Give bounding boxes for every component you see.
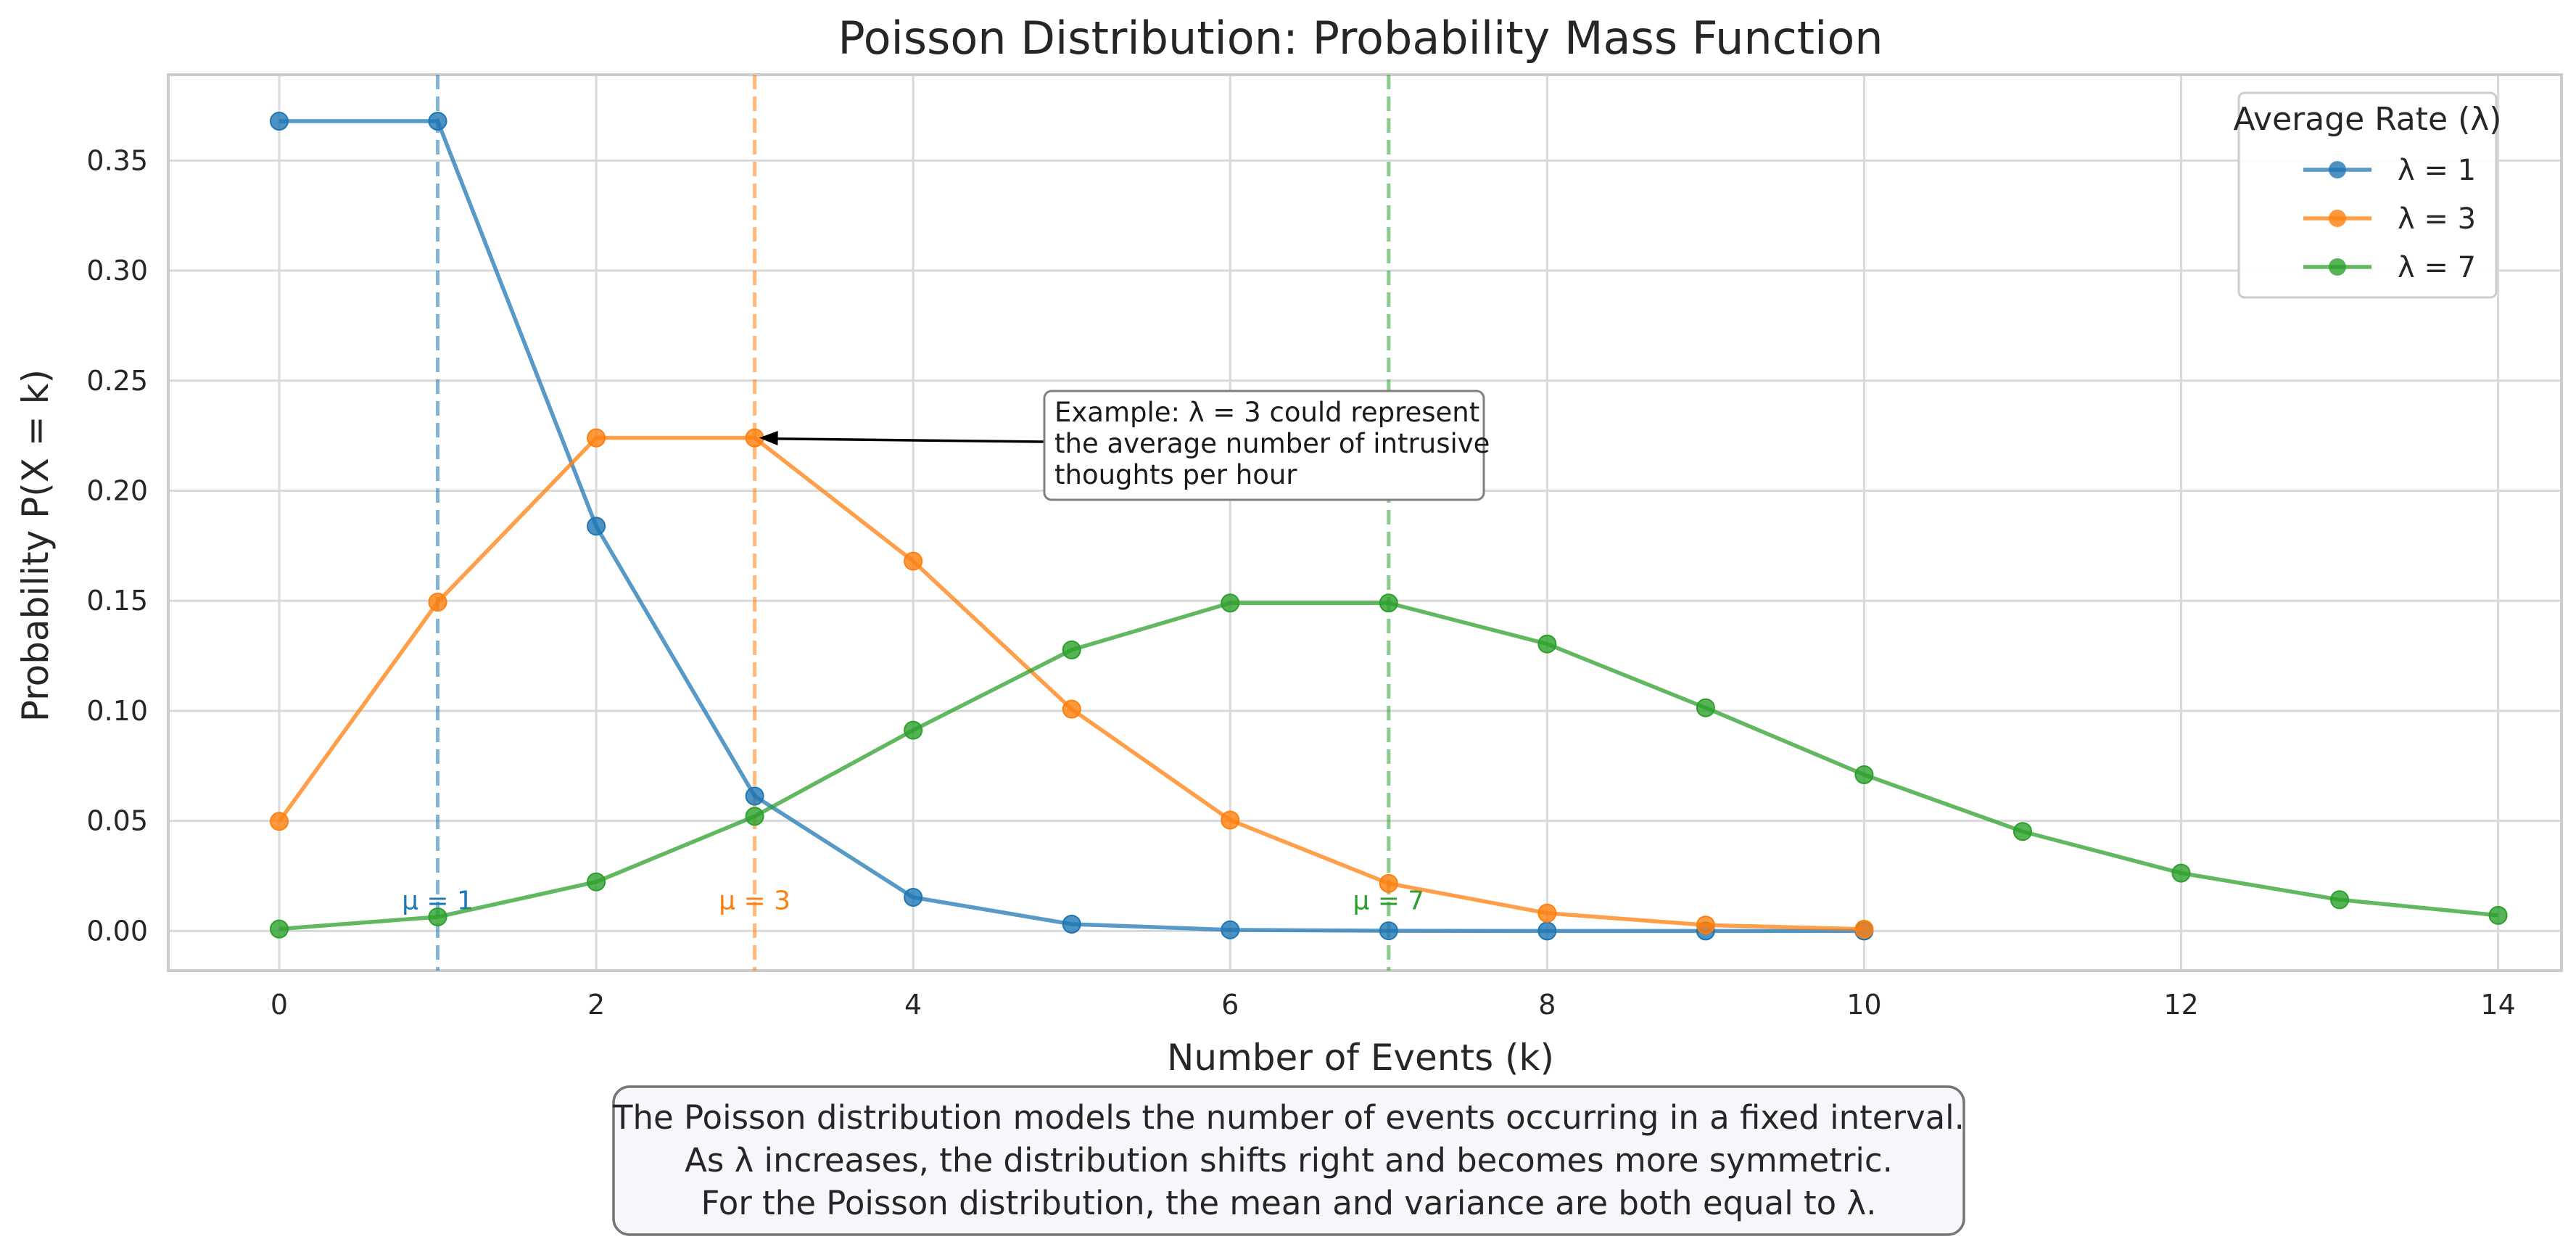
- data-point: [269, 919, 289, 939]
- data-point: [269, 112, 289, 131]
- annotation-arrow-head: [759, 431, 778, 446]
- data-point: [1854, 919, 1874, 939]
- data-point: [1221, 810, 1240, 830]
- legend-title: Average Rate (λ): [2234, 101, 2502, 138]
- data-point: [587, 428, 606, 448]
- data-point: [1062, 699, 1081, 719]
- y-tick-label: 0.10: [86, 695, 148, 727]
- x-tick-label: 8: [1538, 989, 1556, 1021]
- y-tick-label: 0.20: [86, 475, 148, 507]
- annotation-text-line: thoughts per hour: [1054, 459, 1297, 490]
- data-point: [1854, 765, 1874, 784]
- data-point: [1379, 593, 1398, 613]
- y-tick-label: 0.00: [86, 915, 148, 947]
- data-point: [2012, 822, 2032, 841]
- chart-title: Poisson Distribution: Probability Mass F…: [838, 12, 1883, 65]
- plot-frame: [167, 73, 2563, 972]
- x-tick-label: 10: [1846, 989, 1881, 1021]
- data-point: [428, 593, 447, 612]
- data-point: [1221, 593, 1240, 613]
- annotation-box: [1043, 390, 1485, 501]
- caption-background: [612, 1085, 1965, 1236]
- x-tick-label: 0: [271, 989, 288, 1021]
- caption-line: As λ increases, the distribution shifts …: [685, 1141, 1893, 1180]
- data-point: [2330, 890, 2350, 910]
- caption-line: For the Poisson distribution, the mean a…: [701, 1184, 1877, 1222]
- data-point: [1062, 640, 1081, 659]
- x-tick-label: 14: [2480, 989, 2515, 1021]
- legend-item-label: λ = 3: [2398, 202, 2476, 236]
- data-point: [2171, 863, 2191, 883]
- legend: Average Rate (λ) λ = 1 λ = 3 λ = 7: [2234, 91, 2502, 299]
- y-tick-label: 0.25: [86, 365, 148, 397]
- data-point: [428, 907, 447, 926]
- data-point: [428, 112, 447, 131]
- plot-area: 0.00 0.05 0.10 0.15 0.20 0.25 0.30 0.35 0 2 4 6 8 10 1…: [86, 73, 2563, 1021]
- data-point: [269, 812, 289, 831]
- data-point: [1696, 698, 1715, 717]
- legend-marker: [2329, 258, 2346, 276]
- data-point: [1379, 873, 1398, 893]
- data-point: [587, 516, 606, 536]
- data-point: [1696, 915, 1715, 935]
- legend-item-label: λ = 7: [2398, 251, 2476, 284]
- annotation-text-line: Example: λ = 3 could represent: [1054, 397, 1479, 428]
- data-point: [1537, 921, 1557, 941]
- data-point: [904, 551, 923, 571]
- x-axis-title: Number of Events (k): [1167, 1037, 1554, 1079]
- data-point: [1062, 914, 1081, 934]
- data-point: [587, 872, 606, 892]
- data-point: [904, 720, 923, 740]
- data-point: [904, 887, 923, 907]
- caption-line: The Poisson distribution models the numb…: [612, 1098, 1965, 1137]
- annotation-arrow-line: [764, 437, 1045, 443]
- legend-item-label: λ = 1: [2398, 154, 2476, 187]
- x-tick-label: 2: [587, 989, 605, 1021]
- legend-marker: [2329, 161, 2346, 178]
- y-tick-label: 0.35: [86, 144, 148, 176]
- x-tick-label: 12: [2163, 989, 2198, 1021]
- data-point: [745, 807, 764, 826]
- y-tick-label: 0.15: [86, 585, 148, 617]
- data-point: [1221, 920, 1240, 939]
- data-point: [1379, 921, 1398, 941]
- data-point: [2488, 905, 2508, 925]
- legend-marker: [2329, 210, 2346, 227]
- x-tick-label: 6: [1221, 989, 1239, 1021]
- data-point: [745, 786, 764, 806]
- y-tick-label: 0.30: [86, 255, 148, 287]
- x-tick-label: 4: [904, 989, 922, 1021]
- annotation-text-line: the average number of intrusive: [1054, 428, 1490, 459]
- y-tick-label: 0.05: [86, 805, 148, 837]
- y-axis-title: Probability P(X = k): [15, 369, 57, 722]
- data-point: [1537, 903, 1557, 923]
- legend-box: [2237, 91, 2498, 299]
- mean-label: μ = 3: [719, 886, 790, 915]
- data-point: [1537, 634, 1557, 654]
- caption-box: The Poisson distribution models the numb…: [612, 1085, 1965, 1236]
